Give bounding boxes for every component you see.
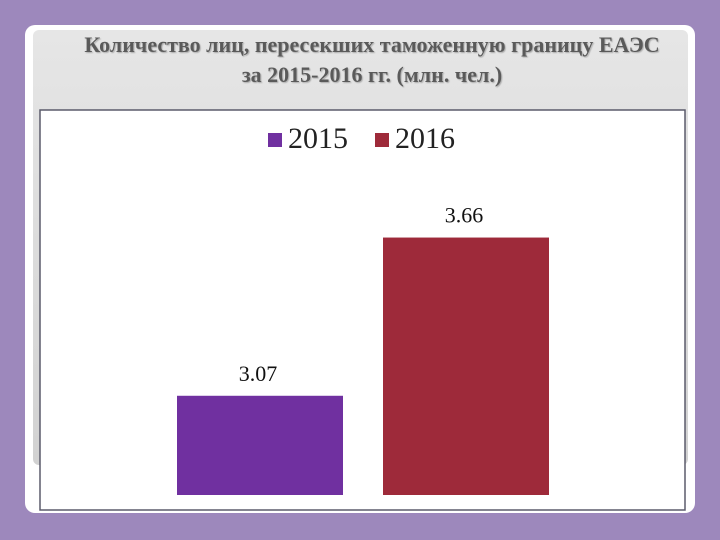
legend-swatch xyxy=(268,133,282,147)
chart-title: Количество лиц, пересекших таможенную гр… xyxy=(84,32,659,57)
data-label: 3.07 xyxy=(239,361,278,386)
data-label: 3.66 xyxy=(445,203,484,228)
plot-area xyxy=(39,109,686,511)
bar xyxy=(177,395,343,495)
legend-label: 2015 xyxy=(288,122,348,155)
legend-label: 2016 xyxy=(395,122,455,155)
legend-swatch xyxy=(375,133,389,147)
bar xyxy=(383,237,549,495)
chart-title: за 2015-2016 гг. (млн. чел.) xyxy=(242,62,502,87)
